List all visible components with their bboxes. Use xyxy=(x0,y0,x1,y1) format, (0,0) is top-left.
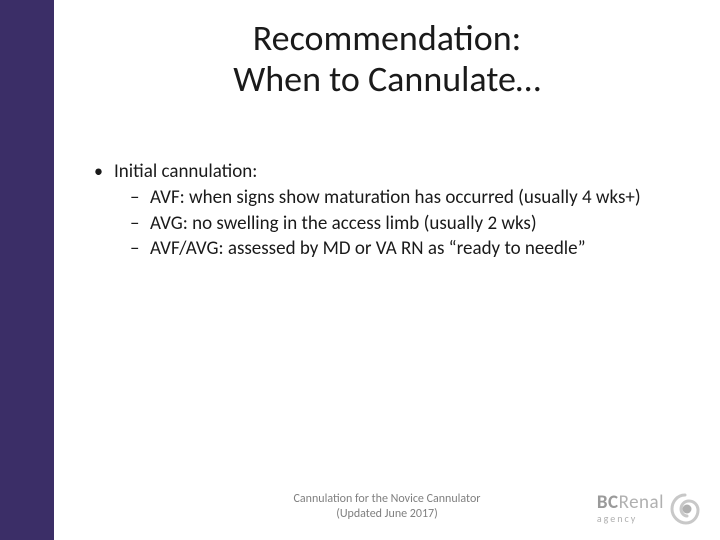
logo-bc-text: BC xyxy=(597,491,619,514)
left-accent-bar xyxy=(0,0,54,540)
bullet-text: Initial cannulation: xyxy=(114,160,257,183)
bullet-lvl2: AVG: no swelling in the access limb (usu… xyxy=(90,212,680,236)
bullet-lvl2: AVF/AVG: assessed by MD or VA RN as “rea… xyxy=(90,237,680,261)
slide-body: Initial cannulation: AVF: when signs sho… xyxy=(90,160,680,263)
bullet-text: AVF/AVG: assessed by MD or VA RN as “rea… xyxy=(150,237,586,260)
bullet-lvl2: AVF: when signs show maturation has occu… xyxy=(90,186,680,210)
slide-title: Recommendation: When to Cannulate… xyxy=(54,18,720,101)
title-line-1: Recommendation: xyxy=(54,18,720,59)
logo-sub-text: agency xyxy=(597,512,637,525)
bullet-text: AVF: when signs show maturation has occu… xyxy=(150,186,641,209)
logo-main-line: BCRenal xyxy=(597,491,664,514)
bullet-lvl1: Initial cannulation: xyxy=(90,160,680,184)
logo-renal-text: Renal xyxy=(619,491,664,514)
title-line-2: When to Cannulate… xyxy=(54,59,720,100)
bullet-text: AVG: no swelling in the access limb (usu… xyxy=(150,212,537,235)
kidney-swirl-icon xyxy=(668,492,702,526)
logo-text-block: BCRenal agency xyxy=(597,491,664,526)
bcrenal-logo: BCRenal agency xyxy=(597,491,702,526)
